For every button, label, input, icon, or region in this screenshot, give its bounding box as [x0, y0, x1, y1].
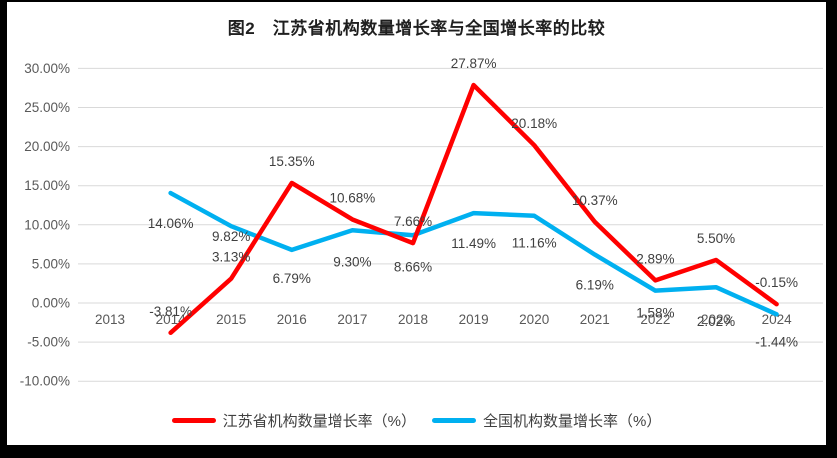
data-label: -1.44%	[755, 334, 798, 349]
data-label: 7.66%	[394, 214, 432, 229]
x-axis-tick-label: 2022	[640, 312, 670, 327]
data-label: 14.06%	[148, 216, 194, 231]
data-label: 1.58%	[636, 306, 674, 321]
x-axis-tick-label: 2015	[216, 312, 246, 327]
series-line-jiangsu	[168, 82, 779, 336]
data-label: 11.16%	[512, 236, 557, 251]
data-label: 10.68%	[330, 190, 376, 205]
x-axis-tick-label: 2016	[277, 312, 307, 327]
data-label: 10.37%	[572, 193, 618, 208]
x-axis-tick-label: 2019	[459, 312, 489, 327]
data-label: 5.50%	[697, 231, 735, 246]
data-label: 15.35%	[269, 154, 315, 169]
data-label: 2.89%	[636, 251, 674, 266]
data-label: 8.66%	[394, 259, 432, 274]
y-axis-tick-label: 30.00%	[24, 61, 70, 76]
legend-label-national: 全国机构数量增长率（%）	[483, 413, 662, 430]
data-label: 6.79%	[273, 271, 311, 286]
y-axis-tick-label: 15.00%	[24, 178, 70, 193]
y-axis-tick-label: 25.00%	[24, 100, 70, 115]
x-axis-tick-label: 2018	[398, 312, 428, 327]
data-label: 3.13%	[212, 250, 250, 265]
legend-label-jiangsu: 江苏省机构数量增长率（%）	[222, 413, 416, 430]
legend-item-jiangsu: 江苏省机构数量增长率（%）	[171, 410, 416, 431]
y-axis-tick-label: -10.00%	[20, 374, 70, 389]
data-label: 9.82%	[212, 229, 250, 244]
data-label: -0.15%	[755, 275, 798, 290]
chart-panel	[7, 2, 826, 445]
data-label: 20.18%	[511, 116, 557, 131]
data-label: 6.19%	[576, 278, 614, 293]
data-label: -3.81%	[149, 304, 192, 319]
y-axis-tick-label: 0.00%	[32, 296, 70, 311]
chart-legend: 江苏省机构数量增长率（%） 全国机构数量增长率（%）	[7, 410, 826, 431]
data-label: 9.30%	[333, 254, 371, 269]
data-label: 11.49%	[451, 236, 496, 251]
x-axis-tick-label: 2021	[580, 312, 610, 327]
y-axis-tick-label: -5.00%	[27, 335, 70, 350]
y-axis-tick-label: 20.00%	[24, 139, 70, 154]
y-axis-tick-label: 10.00%	[24, 217, 70, 232]
x-axis-tick-label: 2017	[337, 312, 367, 327]
data-label: 2.02%	[697, 314, 735, 329]
x-axis-tick-label: 2024	[762, 312, 793, 327]
y-axis-tick-label: 5.00%	[32, 256, 70, 271]
x-axis-tick-label: 2020	[519, 312, 549, 327]
legend-item-national: 全国机构数量增长率（%）	[432, 410, 661, 431]
legend-line-sample-jiangsu	[171, 418, 216, 423]
x-axis-tick-label: 2013	[95, 312, 125, 327]
chart-title: 图2 江苏省机构数量增长率与全国增长率的比较	[227, 19, 606, 38]
x-axis-tick-label: 2023	[701, 312, 731, 327]
series-line-national	[168, 190, 779, 317]
legend-line-sample-national	[432, 418, 476, 423]
data-label: 27.87%	[451, 56, 497, 71]
